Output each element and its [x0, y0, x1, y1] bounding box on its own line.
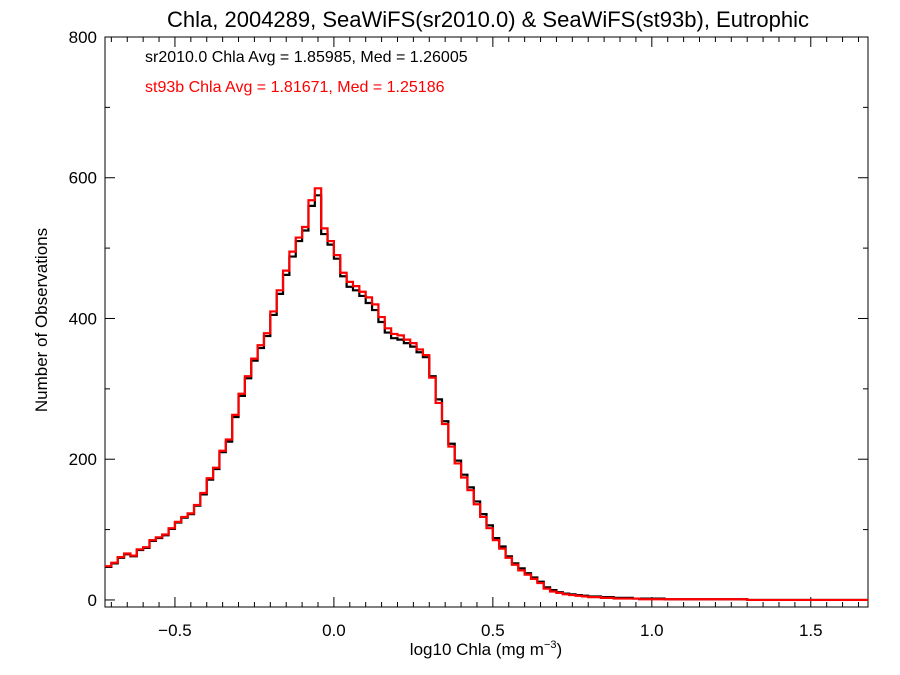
stat-label-st93b: st93b Chla Avg = 1.81671, Med = 1.25186 — [145, 79, 445, 96]
x-axis-label-close: ) — [557, 640, 563, 659]
x-axis-label-main: log10 Chla (mg m — [410, 640, 544, 659]
y-axis-label: Number of Observations — [32, 228, 51, 412]
x-tick-label: 1.5 — [799, 621, 823, 640]
y-tick-label: 400 — [69, 309, 97, 328]
histogram-line-st93b — [105, 187, 868, 602]
stat-label-sr2010: sr2010.0 Chla Avg = 1.85985, Med = 1.260… — [145, 49, 468, 66]
y-tick-label: 0 — [88, 591, 97, 610]
x-axis-label-sup: −3 — [544, 639, 557, 651]
x-tick-label: −0.5 — [158, 621, 192, 640]
x-axis-label: log10 Chla (mg m−3) — [410, 639, 562, 659]
histogram-line-sr2010.0 — [105, 194, 868, 602]
x-tick-label: 1.0 — [640, 621, 664, 640]
x-tick-label: 0.5 — [481, 621, 505, 640]
y-tick-label: 200 — [69, 450, 97, 469]
plot-frame — [104, 36, 869, 608]
chart-title: Chla, 2004289, SeaWiFS(sr2010.0) & SeaWi… — [167, 7, 809, 32]
x-tick-label: 0.0 — [322, 621, 346, 640]
y-tick-label: 600 — [69, 169, 97, 188]
y-tick-label: 800 — [69, 28, 97, 47]
